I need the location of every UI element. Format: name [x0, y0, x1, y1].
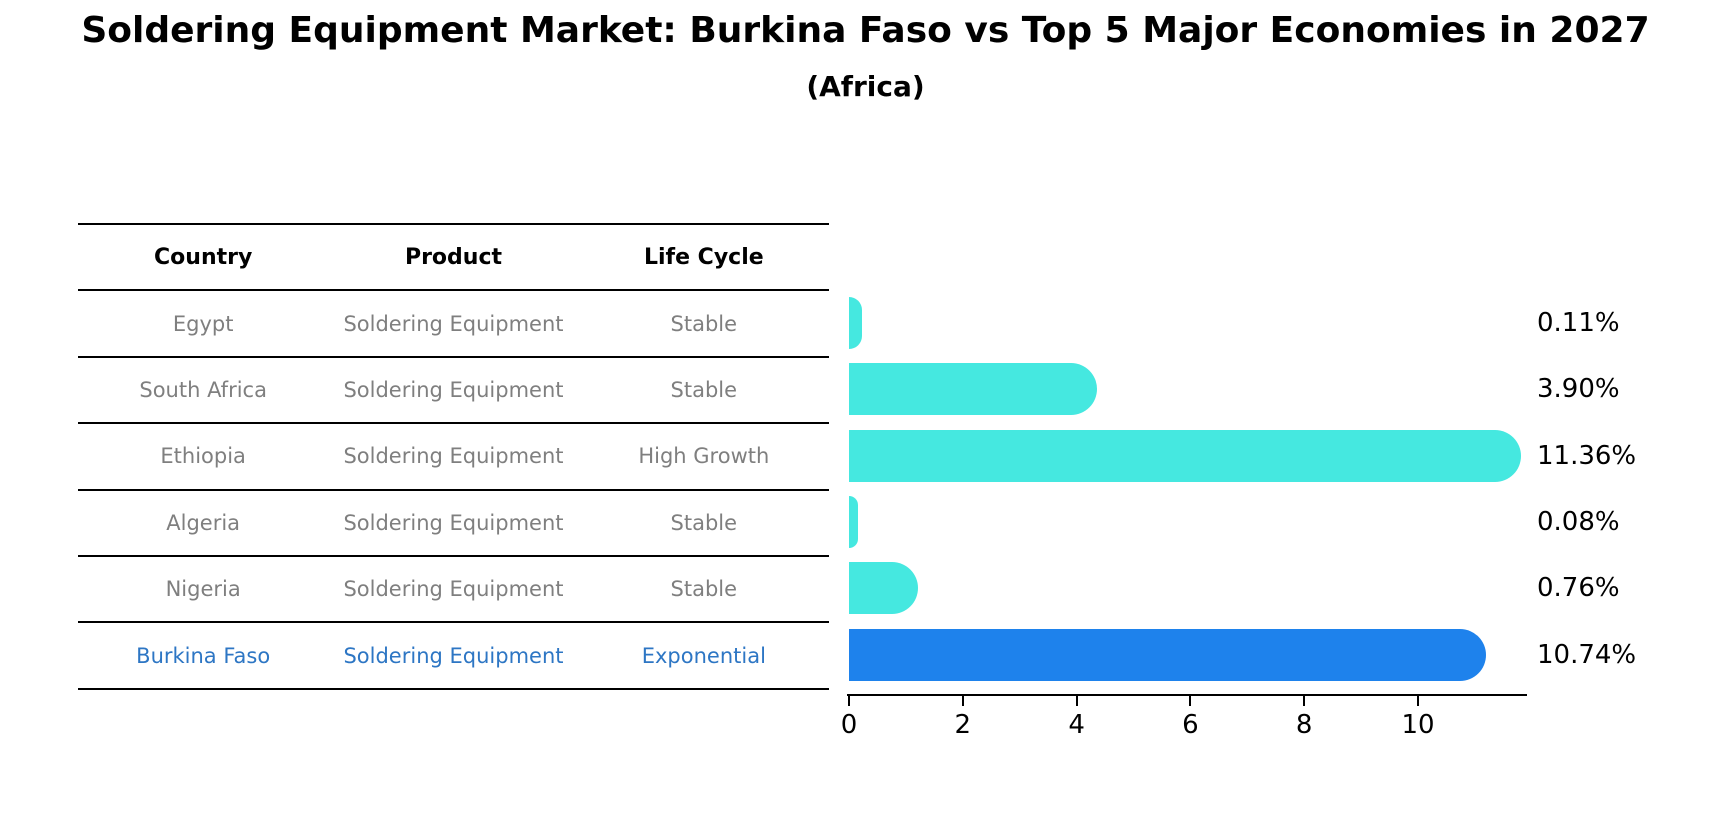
table-row-egypt: Egypt Soldering Equipment Stable — [78, 289, 829, 355]
bar-nigeria — [849, 562, 919, 615]
bar-burkina-faso — [849, 628, 1487, 681]
lifecycle-cell: Stable — [670, 510, 738, 535]
product-cell: Soldering Equipment — [343, 510, 564, 535]
x-axis-tick — [1417, 696, 1419, 706]
value-label-burkina-faso: 10.74% — [1537, 639, 1637, 670]
bar-algeria — [849, 495, 859, 548]
x-axis-line — [847, 694, 1527, 696]
table-row-south-africa: South Africa Soldering Equipment Stable — [78, 355, 829, 422]
chart-subtitle: (Africa) — [806, 70, 925, 103]
x-axis-tick-label: 0 — [840, 710, 858, 740]
table-header-row: Country Product Life Cycle — [78, 223, 829, 289]
table-row-algeria: Algeria Soldering Equipment Stable — [78, 488, 829, 555]
product-cell: Soldering Equipment — [343, 377, 564, 402]
country-cell: Nigeria — [165, 577, 241, 602]
country-cell: South Africa — [139, 377, 267, 402]
x-axis-tick-label: 10 — [1401, 710, 1435, 740]
country-cell: Egypt — [172, 311, 234, 336]
product-cell: Soldering Equipment — [343, 577, 564, 602]
table-row-burkina-faso: Burkina Faso Soldering Equipment Exponen… — [78, 621, 829, 687]
bar-ethiopia — [849, 429, 1522, 482]
value-label-algeria: 0.08% — [1537, 506, 1620, 537]
lifecycle-cell: Stable — [670, 377, 738, 402]
col-header-country: Country — [154, 244, 253, 270]
x-axis-tick-label: 6 — [1182, 710, 1199, 740]
x-axis-tick — [1303, 696, 1306, 706]
country-cell: Burkina Faso — [136, 643, 271, 668]
x-axis-tick-label: 2 — [954, 710, 972, 740]
product-cell: Soldering Equipment — [343, 311, 564, 336]
value-label-egypt: 0.11% — [1537, 307, 1620, 338]
country-cell: Algeria — [166, 510, 241, 535]
bar-south-africa — [849, 363, 1097, 416]
x-axis-tick-label: 8 — [1295, 710, 1313, 740]
col-header-lifecycle: Life Cycle — [643, 244, 764, 270]
product-cell: Soldering Equipment — [343, 643, 564, 668]
value-label-ethiopia: 11.36% — [1537, 440, 1637, 471]
lifecycle-cell: Stable — [670, 311, 738, 336]
lifecycle-cell: Stable — [670, 577, 738, 602]
lifecycle-cell: High Growth — [638, 444, 770, 469]
bar-egypt — [849, 296, 862, 349]
x-axis-tick — [848, 696, 850, 706]
col-header-product: Product — [404, 244, 503, 270]
table-row-ethiopia: Ethiopia Soldering Equipment High Growth — [78, 422, 829, 488]
table-row-nigeria: Nigeria Soldering Equipment Stable — [78, 554, 829, 621]
x-axis-tick — [1189, 696, 1192, 706]
value-label-south-africa: 3.90% — [1537, 374, 1620, 405]
chart-title: Soldering Equipment Market: Burkina Faso… — [81, 10, 1650, 51]
x-axis-tick — [1075, 696, 1078, 706]
country-cell: Ethiopia — [160, 444, 246, 469]
x-axis-tick-label: 4 — [1068, 710, 1085, 740]
comparison-table: Country Product Life Cycle Egypt Solderi… — [78, 223, 829, 690]
lifecycle-cell: Exponential — [641, 643, 766, 668]
x-axis-tick — [961, 696, 964, 706]
product-cell: Soldering Equipment — [343, 444, 564, 469]
value-label-nigeria: 0.76% — [1537, 573, 1620, 604]
